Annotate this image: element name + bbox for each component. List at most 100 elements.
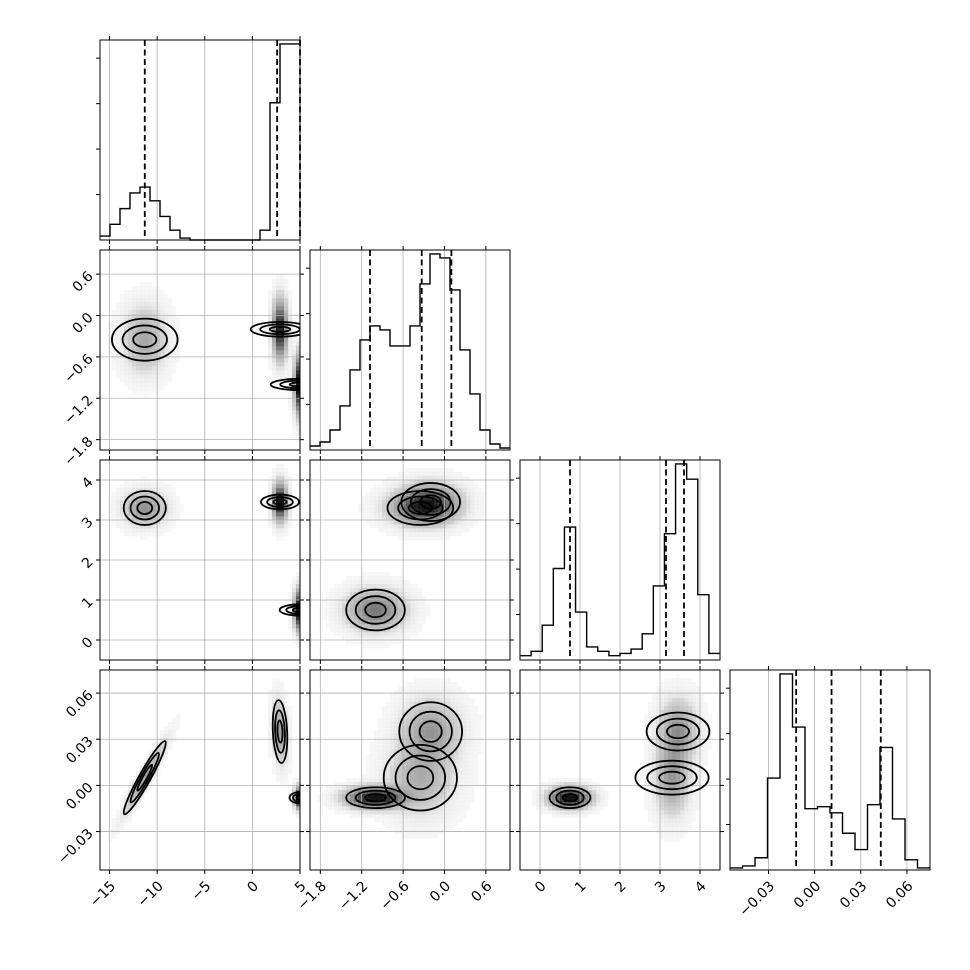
contour-mode0-level0 <box>406 765 435 791</box>
contour-mode0-level1 <box>646 765 698 791</box>
grid-hist-panel-2 <box>539 460 701 660</box>
histogram-2 <box>520 463 720 657</box>
contour-mode2-level1 <box>279 379 300 390</box>
contour-mode2-level2 <box>345 588 406 632</box>
contour-mode2-level2 <box>288 791 300 805</box>
y-tick-label-2-3: 3 <box>79 514 97 532</box>
contour-mode0-level2 <box>122 740 167 816</box>
contour-mode0-level0 <box>658 770 686 785</box>
grid-scatter-panel-2-3 <box>520 670 720 870</box>
contour-mode2-level2 <box>548 786 592 810</box>
contour-mode1-level2 <box>400 482 461 522</box>
contour-mode2-level0 <box>288 381 300 388</box>
contour-mode1-level2 <box>645 711 711 752</box>
contours-scatter-panel-0-3 <box>122 699 300 816</box>
y-tick-label-2-2: 2 <box>79 554 97 572</box>
contour-mode2-level1 <box>285 605 300 615</box>
contour-mode0-level0 <box>136 501 154 515</box>
x-tick-label-1-4: 0.6 <box>468 878 495 905</box>
grid-hist-panel-3 <box>768 670 908 870</box>
density-scatter-panel-2-3 <box>532 674 713 843</box>
contour-mode1-level1 <box>266 496 294 508</box>
x-tick-label-0-0: −15 <box>87 878 119 910</box>
histogram-1 <box>310 253 510 449</box>
contour-mode2-level2 <box>269 377 300 392</box>
contour-mode1-level2 <box>260 493 300 511</box>
grid-hist-panel-0 <box>109 40 301 240</box>
frame-hist-panel-1 <box>309 249 511 451</box>
contour-mode2-level1 <box>354 595 397 625</box>
contours-scatter-panel-1-2 <box>345 482 461 632</box>
density-scatter-panel-1-3 <box>318 678 483 839</box>
x-tick-label-3-1: 0.00 <box>791 878 824 911</box>
x-tick-label-0-1: −10 <box>135 878 167 910</box>
grid-scatter-panel-0-3 <box>100 670 301 870</box>
x-tick-label-2-0: 0 <box>532 878 550 896</box>
y-tick-label-3-2: 0.03 <box>63 734 96 767</box>
contour-mode1-level1 <box>408 710 453 753</box>
contour-mode0-level0 <box>132 331 158 348</box>
contour-mode1-level0 <box>276 719 284 744</box>
contour-mode2-level0 <box>364 601 387 619</box>
y-tick-label-1-1: −1.2 <box>61 393 96 428</box>
y-tick-label-3-3: 0.06 <box>63 687 96 720</box>
contour-mode1-level1 <box>655 717 701 746</box>
histogram-0 <box>100 43 300 241</box>
contour-mode1-level0 <box>666 723 690 740</box>
density-scatter-panel-1-2 <box>322 468 487 649</box>
contour-mode2-level1 <box>555 789 585 806</box>
x-tick-label-1-1: −1.2 <box>336 878 371 913</box>
y-tick-label-2-1: 1 <box>79 594 97 612</box>
x-tick-label-3-2: 0.03 <box>837 878 870 911</box>
x-tick-label-2-3: 3 <box>652 878 670 896</box>
y-tick-label-1-0: −1.8 <box>61 434 96 469</box>
contour-mode1-level0 <box>419 494 442 510</box>
contour-mode2-level0 <box>561 793 579 803</box>
x-tick-label-1-2: −0.6 <box>377 878 412 913</box>
contour-mode2-level0 <box>364 793 387 803</box>
contour-mode1-level2 <box>249 321 300 338</box>
contour-mode0-level1 <box>121 324 168 355</box>
y-tick-label-2-4: 4 <box>79 474 97 492</box>
x-tick-label-2-2: 2 <box>612 878 630 896</box>
contour-mode1-level2 <box>398 701 463 762</box>
frame-hist-panel-0 <box>99 39 301 241</box>
x-tick-label-1-3: 0.0 <box>427 878 454 905</box>
marks-layer <box>100 40 930 870</box>
contours-scatter-panel-1-3 <box>345 701 463 812</box>
y-tick-label-2-0: 0 <box>79 634 97 652</box>
contour-mode0-level1 <box>129 752 160 804</box>
histogram-3 <box>730 673 930 869</box>
contour-mode0-level2 <box>122 490 167 526</box>
x-tick-label-0-2: −5 <box>188 878 214 904</box>
density-scatter-panel-0-3 <box>108 678 300 843</box>
contour-mode0-level2 <box>111 317 179 362</box>
contour-mode1-level0 <box>418 720 443 743</box>
y-tick-label-1-2: −0.6 <box>61 351 96 386</box>
frame-scatter-panel-0-1 <box>99 249 301 451</box>
contour-mode0-level2 <box>382 743 458 812</box>
contour-mode0-level0 <box>136 763 154 792</box>
x-tick-label-0-3: 0 <box>244 878 262 896</box>
contours-scatter-panel-0-1 <box>111 317 300 392</box>
y-tick-label-3-0: −0.03 <box>55 826 97 868</box>
frame-hist-panel-3 <box>729 669 931 871</box>
density-scatter-panel-0-1 <box>108 274 300 443</box>
contour-mode0-level2 <box>634 759 710 796</box>
y-tick-label-3-1: 0.00 <box>63 780 96 813</box>
grid-hist-panel-1 <box>319 250 487 450</box>
contours-scatter-panel-2-3 <box>548 711 711 810</box>
contour-mode1-level0 <box>272 498 288 506</box>
contour-mode2-level2 <box>345 786 406 810</box>
x-tick-label-3-3: 0.06 <box>883 878 916 911</box>
x-tick-label-2-1: 1 <box>572 878 590 896</box>
contour-mode1-level1 <box>409 488 452 516</box>
contour-mode2-level1 <box>354 789 397 806</box>
y-tick-label-1-3: 0.0 <box>70 310 97 337</box>
contour-mode1-level0 <box>268 325 292 333</box>
contour-mode0-level1 <box>394 754 447 801</box>
contour-mode0-level1 <box>129 495 160 521</box>
x-tick-label-2-4: 4 <box>692 878 710 896</box>
